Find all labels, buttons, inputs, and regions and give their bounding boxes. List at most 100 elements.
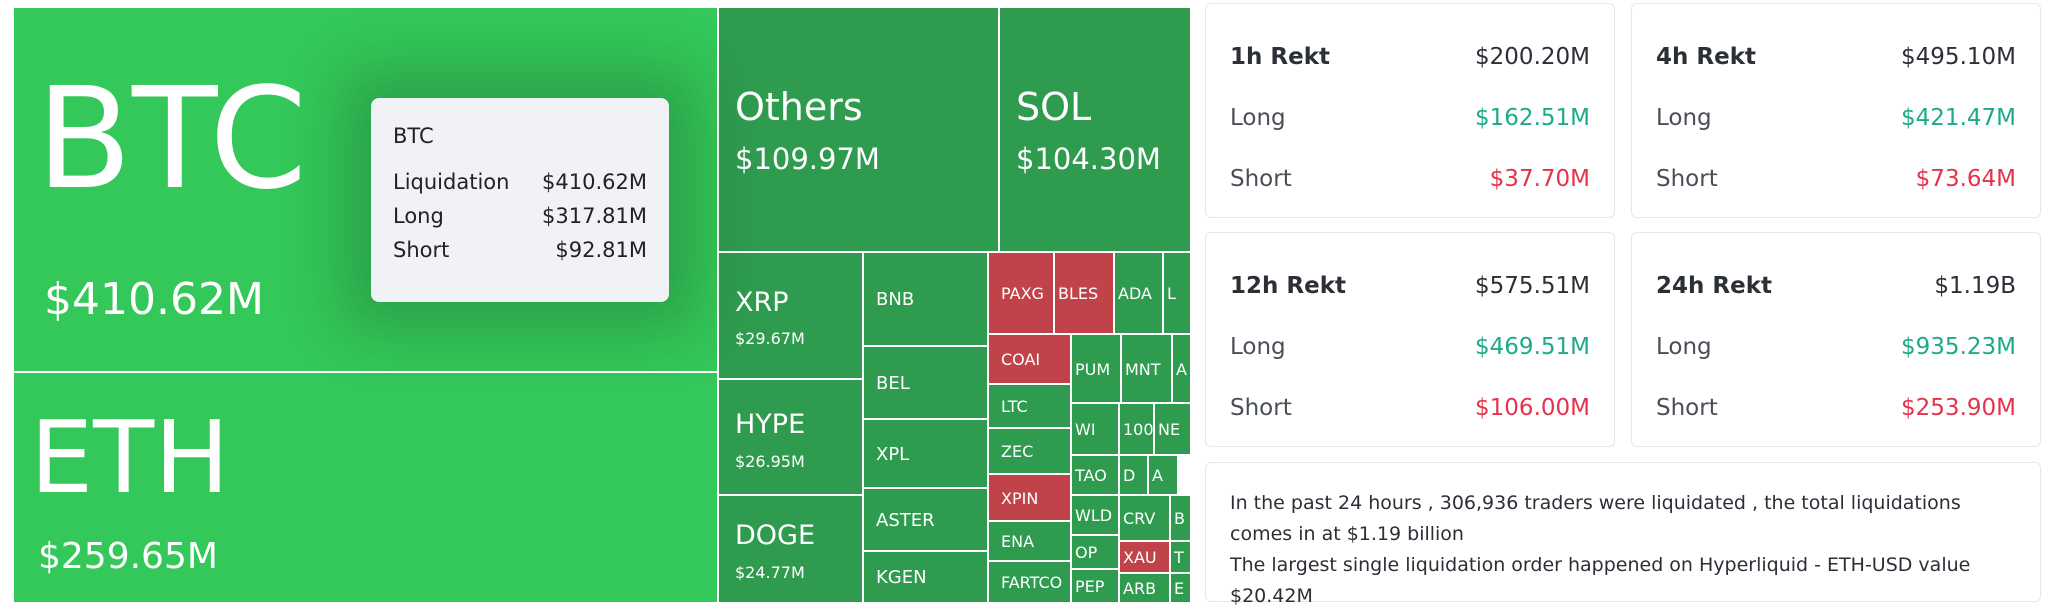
tile-label: PEP bbox=[1075, 577, 1105, 596]
card-label: Long bbox=[1656, 104, 1712, 131]
tile-label: TAO bbox=[1075, 466, 1107, 485]
card-value: $495.10M bbox=[1901, 43, 2016, 70]
tile-label: PAXG bbox=[1001, 284, 1044, 303]
card-row: Short $73.64M bbox=[1656, 148, 2016, 209]
tile: WI bbox=[1071, 403, 1119, 455]
tooltip-row: Liquidation $410.62M bbox=[393, 170, 647, 194]
tile: PEP bbox=[1071, 569, 1119, 603]
tile: TAO bbox=[1071, 455, 1119, 495]
card-value: $935.23M bbox=[1901, 333, 2016, 360]
tile: BEL bbox=[863, 346, 988, 419]
card-row: 24h Rekt $1.19B bbox=[1656, 255, 2016, 316]
tile-label: XAU bbox=[1123, 548, 1157, 567]
tile-label: XPIN bbox=[1001, 488, 1039, 508]
card-row: Short $37.70M bbox=[1230, 148, 1590, 209]
tile: SOL $104.30M bbox=[999, 7, 1191, 252]
tile-label: A bbox=[1152, 466, 1163, 485]
tile: ARB bbox=[1119, 573, 1170, 603]
tile: FARTCO bbox=[988, 561, 1071, 603]
tooltip-value: $410.62M bbox=[542, 170, 647, 194]
tile-label: E bbox=[1174, 579, 1185, 598]
tile-label: BLES bbox=[1058, 284, 1099, 303]
card-label: 12h Rekt bbox=[1230, 272, 1346, 299]
card-row: 1h Rekt $200.20M bbox=[1230, 26, 1590, 87]
tile-label: PUM bbox=[1075, 359, 1111, 379]
tile-value: $26.95M bbox=[735, 452, 805, 471]
card-row: Long $421.47M bbox=[1656, 87, 2016, 148]
tile-label: COAI bbox=[1001, 350, 1041, 369]
tile-label: L bbox=[1167, 284, 1176, 303]
tile: A bbox=[1172, 334, 1191, 403]
tile: LTC bbox=[988, 384, 1071, 428]
tile: PAXG bbox=[988, 252, 1054, 334]
card-label: Long bbox=[1230, 333, 1286, 360]
card-label: Short bbox=[1230, 165, 1292, 192]
tile: NE bbox=[1154, 403, 1191, 455]
summary: In the past 24 hours , 306,936 traders w… bbox=[1205, 462, 2041, 607]
card-label: 4h Rekt bbox=[1656, 43, 1756, 70]
tile-label: T bbox=[1174, 548, 1184, 567]
tile-label: XRP bbox=[735, 287, 789, 318]
tile: ETH $259.65M bbox=[13, 372, 718, 603]
stat-card: 4h Rekt $495.10M Long $421.47M Short $73.64M bbox=[1631, 3, 2041, 218]
tooltip-label: Liquidation bbox=[393, 170, 510, 194]
tile-label: DOGE bbox=[735, 520, 816, 551]
tile: L bbox=[1163, 252, 1191, 334]
tile-value: $259.65M bbox=[38, 536, 218, 577]
card-row: Long $935.23M bbox=[1656, 316, 2016, 377]
tile: OP bbox=[1071, 535, 1119, 569]
card-value: $106.00M bbox=[1475, 394, 1590, 421]
tile: E bbox=[1170, 573, 1191, 603]
stat-card: 1h Rekt $200.20M Long $162.51M Short $37.70M bbox=[1205, 3, 1615, 218]
tile-label: ZEC bbox=[1001, 442, 1034, 461]
tile-label: ADA bbox=[1118, 284, 1152, 303]
tile-label: BTC bbox=[36, 58, 308, 221]
tile: Others $109.97M bbox=[718, 7, 999, 252]
tile-label: A bbox=[1176, 359, 1187, 379]
tooltip-label: Short bbox=[393, 238, 450, 262]
card-row: Short $106.00M bbox=[1230, 377, 1590, 438]
tile: COAI bbox=[988, 334, 1071, 384]
tooltip-value: $317.81M bbox=[542, 204, 647, 228]
tile-value: $29.67M bbox=[735, 329, 805, 348]
tile: ZEC bbox=[988, 428, 1071, 474]
tile-label: WLD bbox=[1075, 506, 1113, 525]
tooltip-row: Short $92.81M bbox=[393, 238, 647, 262]
tile-label: KGEN bbox=[876, 567, 927, 588]
tile-label: ETH bbox=[30, 399, 230, 516]
tile: MNT bbox=[1121, 334, 1172, 403]
tile-value: $104.30M bbox=[1016, 142, 1161, 176]
tile: ASTER bbox=[863, 488, 988, 551]
tile-label: XPL bbox=[876, 443, 910, 465]
tooltip: BTC Liquidation $410.62M Long $317.81M Sho… bbox=[371, 98, 669, 302]
tile-value: $109.97M bbox=[735, 142, 880, 176]
card-value: $73.64M bbox=[1915, 165, 2016, 192]
tile-label: SOL bbox=[1016, 85, 1092, 129]
tile: ADA bbox=[1114, 252, 1163, 334]
tile-label: FARTCO bbox=[1001, 573, 1063, 592]
tile-value: $410.62M bbox=[44, 274, 264, 325]
tile: XPIN bbox=[988, 474, 1071, 521]
tile-label: CRV bbox=[1123, 509, 1156, 528]
card-row: 12h Rekt $575.51M bbox=[1230, 255, 1590, 316]
card-value: $200.20M bbox=[1475, 43, 1590, 70]
tile-label: NE bbox=[1158, 420, 1181, 439]
card-label: Long bbox=[1656, 333, 1712, 360]
tile-label: BEL bbox=[876, 372, 910, 394]
tile: BLES bbox=[1054, 252, 1114, 334]
card-label: Short bbox=[1656, 165, 1718, 192]
tile-label: ENA bbox=[1001, 532, 1035, 551]
card-value: $1.19B bbox=[1934, 272, 2016, 299]
card-row: Long $162.51M bbox=[1230, 87, 1590, 148]
card-row: Long $469.51M bbox=[1230, 316, 1590, 377]
tile: XRP $29.67M bbox=[718, 252, 863, 379]
tile: T bbox=[1170, 541, 1191, 573]
tile: 100 bbox=[1119, 403, 1154, 455]
card-row: Short $253.90M bbox=[1656, 377, 2016, 438]
summary-line: In the past 24 hours , 306,936 traders w… bbox=[1230, 492, 1961, 545]
tile: BNB bbox=[863, 252, 988, 346]
tile-label: 100 bbox=[1123, 420, 1154, 439]
tile: B bbox=[1170, 495, 1191, 541]
card-value: $37.70M bbox=[1489, 165, 1590, 192]
